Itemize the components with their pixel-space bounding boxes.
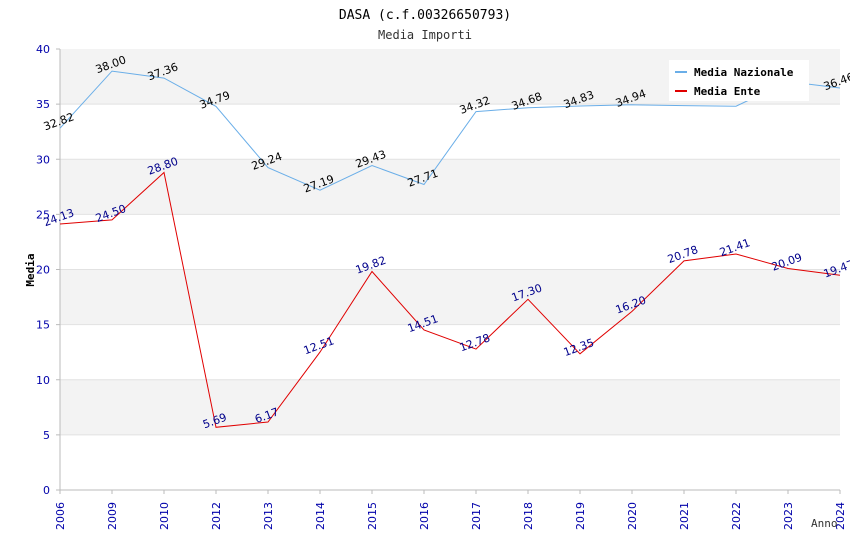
series-line [59, 171, 841, 428]
grid-band [60, 434, 840, 490]
y-tick-label: 10 [36, 374, 50, 387]
grid-band [60, 324, 840, 380]
y-axis-label: Media [24, 253, 37, 286]
y-tick-label: 0 [43, 484, 50, 497]
chart-title: DASA (c.f.00326650793) [339, 8, 511, 23]
y-tick-label: 35 [36, 98, 50, 111]
legend-label: Media Nazionale [694, 66, 794, 79]
x-tick-label: 2020 [626, 502, 639, 530]
x-tick-label: 2018 [522, 502, 535, 530]
y-tick-label: 15 [36, 319, 50, 332]
grid-band [60, 104, 840, 160]
chart-subtitle: Media Importi [378, 28, 472, 42]
x-tick-label: 2006 [54, 502, 67, 530]
x-tick-label: 2012 [210, 502, 223, 530]
legend-label: Media Ente [694, 85, 761, 98]
grid-band [60, 379, 840, 435]
x-tick-label: 2009 [106, 502, 119, 530]
x-tick-label: 2019 [574, 502, 587, 530]
x-axis-label: Anno [811, 517, 838, 530]
x-tick-label: 2013 [262, 502, 275, 530]
y-axis-ticks: 0 5 10 15 20 25 30 35 40 [36, 43, 60, 497]
y-tick-label: 20 [36, 264, 50, 277]
grid-band [60, 214, 840, 270]
grid-bands [60, 49, 840, 490]
x-axis-ticks: 2006 2009 2010 2012 2013 2014 2015 2016 2017 2018… [54, 490, 847, 530]
x-tick-label: 2010 [158, 502, 171, 530]
grid-band [60, 269, 840, 325]
x-tick-label: 2015 [366, 502, 379, 530]
x-tick-label: 2023 [782, 502, 795, 530]
x-tick-label: 2014 [314, 502, 327, 530]
y-tick-label: 40 [36, 43, 50, 56]
y-tick-label: 25 [36, 208, 50, 221]
x-tick-label: 2017 [470, 502, 483, 530]
y-tick-label: 30 [36, 153, 50, 166]
y-tick-label: 5 [43, 429, 50, 442]
x-tick-label: 2022 [730, 502, 743, 530]
series-line [59, 70, 841, 191]
x-tick-label: 2016 [418, 502, 431, 530]
x-tick-label: 2021 [678, 502, 691, 530]
x-tick-label: 2024 [834, 502, 847, 530]
legend: Media Nazionale Media Ente [669, 60, 809, 101]
grid-band [60, 159, 840, 215]
legend-box [669, 60, 809, 101]
